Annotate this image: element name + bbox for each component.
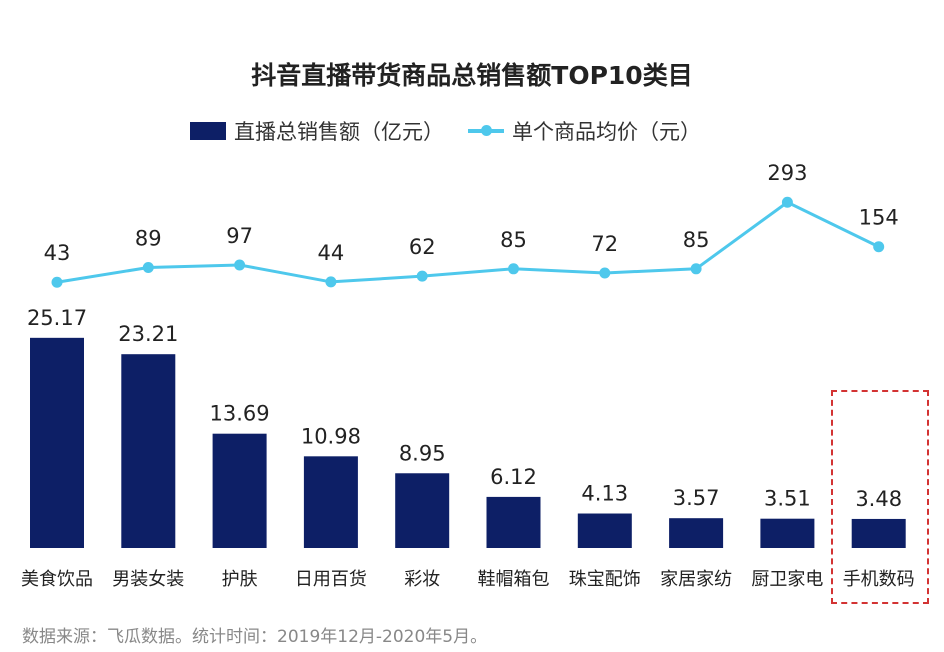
- price-value-label: 85: [500, 228, 527, 252]
- price-value-label: 44: [318, 241, 345, 265]
- category-label: 手机数码: [843, 569, 915, 590]
- legend-line-label: 单个商品均价（元）: [512, 120, 701, 144]
- bar: [121, 354, 176, 548]
- legend-bar-label: 直播总销售额（亿元）: [234, 120, 444, 144]
- bar-value-label: 25.17: [27, 306, 87, 330]
- category-label: 厨卫家电: [751, 569, 823, 590]
- category-label: 家居家纺: [660, 569, 732, 590]
- category-label: 男装女装: [112, 569, 184, 590]
- bar: [760, 518, 815, 548]
- price-point: [781, 196, 793, 208]
- legend-line-dot: [481, 125, 492, 136]
- bar-value-label: 10.98: [301, 424, 361, 448]
- legend-bar-swatch: [190, 122, 226, 140]
- highlight-box: [831, 390, 929, 604]
- category-label: 彩妆: [404, 569, 440, 590]
- price-point: [690, 263, 702, 275]
- price-value-label: 85: [683, 228, 710, 252]
- price-point: [416, 270, 428, 282]
- category-label: 珠宝配饰: [569, 569, 641, 590]
- bar-value-label: 6.12: [490, 465, 537, 489]
- bar: [669, 518, 724, 548]
- bar: [303, 456, 358, 548]
- category-label: 鞋帽箱包: [478, 569, 550, 590]
- bar-value-label: 3.51: [764, 487, 811, 511]
- price-point: [599, 267, 611, 279]
- price-value-label: 293: [767, 161, 807, 185]
- price-point: [142, 262, 154, 274]
- price-line: [56, 200, 880, 284]
- bar: [486, 496, 541, 548]
- bar: [851, 518, 906, 548]
- price-point: [508, 263, 519, 275]
- price-point: [873, 241, 885, 253]
- legend: 直播总销售额（亿元） 单个商品均价（元）: [190, 116, 701, 146]
- bar-value-label: 23.21: [118, 322, 178, 346]
- bar-value-label: 13.69: [210, 402, 270, 426]
- category-label: 护肤: [222, 569, 258, 590]
- price-point: [325, 276, 337, 288]
- source-note: 数据来源：飞瓜数据。统计时间：2019年12月-2020年5月。: [22, 627, 488, 647]
- bar: [212, 433, 267, 548]
- price-value-label: 62: [409, 235, 436, 259]
- bar-value-label: 3.48: [855, 487, 902, 511]
- price-value-label: 154: [859, 206, 899, 230]
- category-label: 美食饮品: [21, 569, 93, 590]
- category-label: 日用百货: [295, 569, 367, 590]
- bar-value-label: 3.57: [673, 486, 720, 510]
- legend-line-swatch: [468, 125, 504, 136]
- bar: [577, 513, 632, 548]
- bar: [395, 473, 450, 548]
- price-point: [234, 259, 246, 271]
- bar: [30, 337, 84, 548]
- bar-value-label: 4.13: [581, 482, 628, 506]
- chart-title: 抖音直播带货商品总销售额TOP10类目: [251, 61, 693, 90]
- bar-value-label: 8.95: [399, 441, 446, 465]
- price-point: [51, 276, 63, 288]
- price-value-label: 89: [135, 227, 162, 251]
- price-value-label: 72: [591, 232, 618, 256]
- price-value-label: 43: [44, 241, 71, 265]
- price-value-label: 97: [226, 224, 253, 248]
